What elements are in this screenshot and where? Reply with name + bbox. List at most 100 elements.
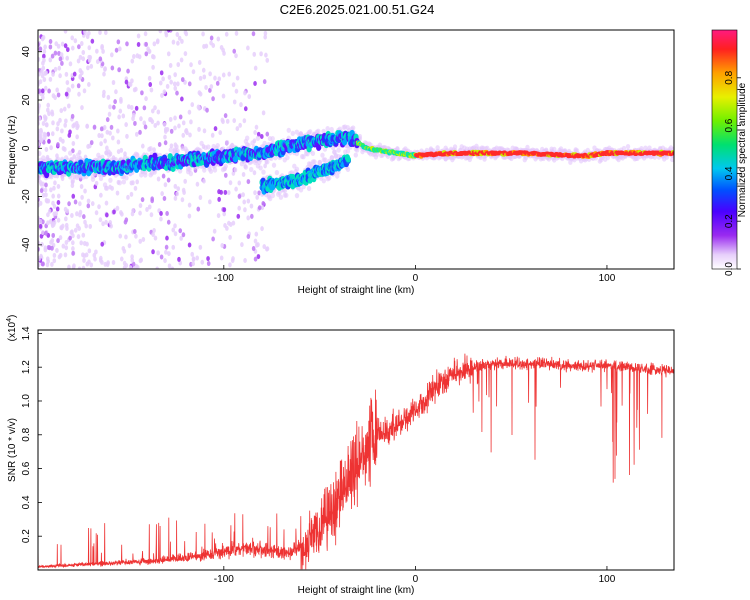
ridge-speckle	[345, 156, 351, 163]
noise-speckle	[46, 220, 50, 226]
snr-y-tick-label: 1.0	[21, 394, 32, 408]
noise-speckle	[48, 218, 53, 224]
halo-speckle	[187, 166, 192, 173]
noise-speckle	[211, 236, 215, 242]
noise-speckle	[84, 223, 88, 229]
noise-speckle	[51, 232, 56, 238]
halo-speckle	[102, 182, 108, 188]
noise-speckle	[65, 80, 70, 86]
noise-speckle	[79, 184, 84, 190]
noise-speckle	[173, 223, 177, 229]
colorbar-tick-label: 0.8	[724, 70, 735, 84]
noise-speckle	[71, 250, 75, 256]
noise-speckle	[62, 106, 67, 112]
noise-speckle	[46, 131, 51, 137]
noise-speckle	[65, 225, 69, 231]
noise-speckle	[125, 41, 129, 47]
noise-speckle	[249, 203, 254, 209]
noise-speckle	[217, 196, 221, 202]
noise-speckle	[94, 210, 99, 216]
noise-speckle	[50, 131, 55, 137]
noise-speckle	[160, 191, 164, 197]
noise-speckle	[111, 135, 115, 141]
noise-speckle	[231, 82, 236, 88]
noise-speckle	[103, 30, 108, 36]
noise-speckle	[155, 38, 160, 44]
noise-speckle	[200, 259, 205, 265]
halo-speckle	[175, 148, 180, 154]
noise-speckle	[253, 129, 257, 135]
noise-speckle	[65, 55, 70, 61]
noise-speckle	[134, 233, 138, 239]
noise-speckle	[116, 139, 121, 145]
noise-speckle	[158, 30, 163, 34]
noise-speckle	[132, 87, 137, 93]
noise-speckle	[38, 141, 41, 147]
noise-speckle	[191, 256, 196, 262]
noise-speckle	[147, 75, 152, 81]
noise-speckle	[58, 235, 63, 241]
snr-y-axis-label: SNR (10 * v/v)	[7, 418, 18, 482]
noise-speckle	[243, 207, 247, 213]
noise-speckle	[124, 234, 128, 240]
noise-speckle	[262, 244, 267, 250]
halo-speckle	[316, 128, 321, 134]
spectrogram-x-axis-label: Height of straight line (km)	[298, 285, 415, 296]
noise-speckle	[99, 141, 103, 147]
spectrogram-ridges	[38, 129, 674, 195]
noise-speckle	[190, 102, 195, 108]
noise-speckle	[40, 68, 44, 74]
noise-speckle	[223, 172, 228, 178]
noise-speckle	[89, 262, 94, 268]
noise-speckle	[265, 246, 269, 252]
noise-speckle	[243, 258, 247, 264]
noise-speckle	[232, 118, 237, 124]
noise-speckle	[130, 211, 135, 217]
noise-speckle	[95, 48, 99, 54]
noise-speckle	[80, 194, 84, 200]
noise-speckle	[103, 138, 107, 144]
noise-speckle	[108, 130, 112, 136]
noise-speckle	[136, 33, 141, 39]
noise-speckle	[42, 53, 46, 59]
noise-speckle	[90, 201, 95, 207]
noise-speckle	[166, 219, 171, 225]
noise-speckle	[70, 35, 75, 41]
snr-y-tick-label: 0.8	[21, 427, 32, 441]
noise-speckle	[247, 94, 252, 100]
ridge-speckle	[316, 144, 322, 151]
halo-speckle	[435, 145, 440, 151]
noise-speckle	[246, 215, 251, 221]
halo-speckle	[224, 139, 230, 146]
noise-speckle	[129, 180, 134, 186]
noise-speckle	[67, 103, 71, 109]
noise-speckle	[94, 249, 98, 255]
halo-speckle	[117, 180, 122, 186]
noise-speckle	[165, 211, 169, 217]
noise-speckle	[190, 251, 195, 257]
noise-speckle	[265, 131, 270, 137]
noise-speckle	[41, 120, 46, 126]
noise-speckle	[253, 238, 258, 244]
noise-speckle	[220, 243, 225, 249]
noise-speckle	[177, 123, 181, 129]
halo-speckle	[98, 175, 104, 182]
noise-speckle	[52, 185, 56, 191]
figure-title: C2E6.2025.021.00.51.G24	[280, 2, 435, 17]
noise-speckle	[134, 131, 139, 137]
noise-speckle	[48, 44, 53, 50]
halo-speckle	[525, 144, 530, 150]
noise-speckle	[179, 235, 183, 241]
noise-speckle	[221, 93, 226, 99]
noise-speckle	[175, 191, 179, 197]
halo-speckle	[274, 170, 280, 176]
noise-speckle	[117, 67, 122, 73]
halo-speckle	[294, 129, 300, 135]
noise-speckle	[205, 107, 209, 113]
snr-y-tick-label: 1.2	[21, 360, 32, 374]
noise-speckle	[126, 194, 130, 200]
noise-speckle	[133, 228, 137, 234]
noise-speckle	[155, 266, 159, 269]
noise-speckle	[250, 213, 254, 219]
noise-speckle	[235, 75, 240, 81]
